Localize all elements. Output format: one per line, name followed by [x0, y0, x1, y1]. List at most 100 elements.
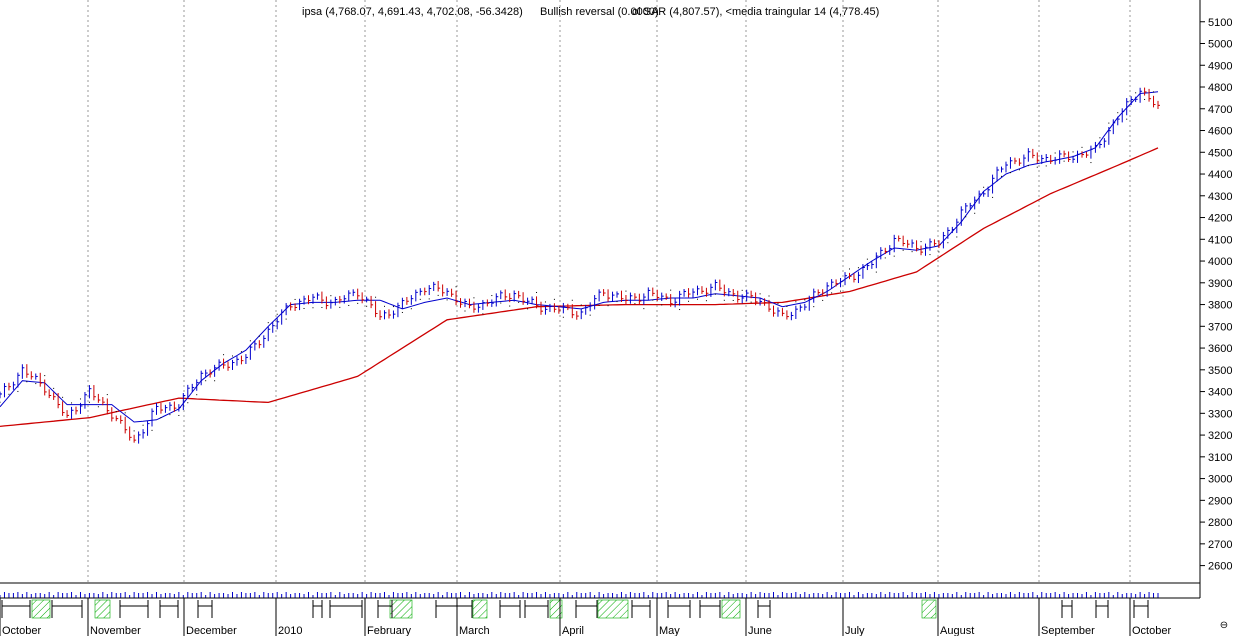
sar-dot	[983, 186, 985, 188]
sar-dot	[115, 411, 117, 413]
zoom-out-icon[interactable]: ⊖	[1219, 620, 1229, 631]
signal-bracket	[377, 600, 393, 618]
sar-dot	[401, 311, 403, 313]
y-tick-label: 4500	[1208, 147, 1232, 159]
sar-dot	[562, 316, 564, 318]
sar-dot	[392, 306, 394, 308]
y-tick-label: 4100	[1208, 234, 1232, 246]
sar-dot	[1001, 175, 1003, 177]
signal-bracket	[1095, 600, 1109, 618]
sar-dot	[464, 310, 466, 312]
sar-dot	[509, 305, 511, 307]
signal-bracket	[631, 600, 651, 618]
sar-dot	[857, 267, 859, 269]
sar-dot	[473, 297, 475, 299]
sar-dot	[750, 301, 752, 303]
sar-dot	[1009, 172, 1011, 174]
sar-dot	[866, 258, 868, 260]
sar-dot	[321, 306, 323, 308]
sar-dot	[938, 251, 940, 253]
sar-dot	[929, 254, 931, 256]
header-ipsa: ipsa (4,768.07, 4,691.43, 4,702.08, -56.…	[302, 6, 523, 18]
sar-dot	[97, 406, 99, 408]
sar-dot	[616, 301, 618, 303]
sar-dot	[375, 296, 377, 298]
sar-dot	[1063, 160, 1065, 162]
sar-dot	[160, 417, 162, 419]
sar-dot	[571, 299, 573, 301]
sar-dot	[428, 298, 430, 300]
sar-dot	[62, 396, 64, 398]
y-tick-label: 2800	[1208, 517, 1232, 529]
sar-dot	[151, 429, 153, 431]
sar-dot	[330, 295, 332, 297]
y-tick-label: 3200	[1208, 430, 1232, 442]
sar-dot	[786, 305, 788, 307]
sar-dot	[518, 301, 520, 303]
sar-dot	[634, 303, 636, 305]
sar-dot	[974, 212, 976, 214]
sar-dot	[79, 398, 81, 400]
sar-dot	[26, 381, 28, 383]
sar-dot	[911, 251, 913, 253]
sar-dot	[705, 300, 707, 302]
y-axis-ticks: 2600 2700 2800 2900 3000 3100 3200 3300 3400 3500…	[1200, 17, 1232, 573]
signal-bracket	[1061, 600, 1073, 618]
sar-dot	[410, 308, 412, 310]
y-tick-label: 3300	[1208, 408, 1232, 420]
y-tick-label: 3500	[1208, 365, 1232, 377]
sar-dot	[670, 289, 672, 291]
sar-dot	[768, 295, 770, 297]
sar-dot	[1144, 98, 1146, 100]
y-tick-label: 4000	[1208, 256, 1232, 268]
sar-dot	[589, 314, 591, 316]
y-tick-label: 4900	[1208, 60, 1232, 72]
sar-dot	[759, 293, 761, 295]
sar-dot	[822, 299, 824, 301]
sar-dot	[732, 299, 734, 301]
sar-dot	[491, 295, 493, 297]
signal-bracket	[435, 600, 473, 618]
sar-dot	[696, 298, 698, 300]
sar-dot	[53, 387, 55, 389]
sar-dot	[777, 302, 779, 304]
header-sar: ol SAR (4,807.57), <media traingular 14 …	[632, 6, 879, 18]
x-month-label: September	[1041, 625, 1095, 636]
x-month-label: April	[562, 625, 584, 636]
y-tick-label: 3100	[1208, 452, 1232, 464]
sar-dot	[1054, 152, 1056, 154]
y-tick-label: 2900	[1208, 495, 1232, 507]
sar-dot	[205, 380, 207, 382]
y-tick-label: 3700	[1208, 321, 1232, 333]
sar-dot	[124, 412, 126, 414]
gridlines	[87, 0, 1131, 583]
sar-dot	[544, 301, 546, 303]
sar-dot	[1018, 169, 1020, 171]
sar-dot	[17, 390, 19, 392]
signal-bracket	[159, 600, 179, 618]
y-tick-label: 4800	[1208, 82, 1232, 94]
x-month-label: December	[186, 625, 237, 636]
x-month-label: March	[459, 625, 490, 636]
sar-dot	[875, 271, 877, 273]
sar-dot	[35, 383, 37, 385]
y-tick-label: 2600	[1208, 561, 1232, 573]
header-overlay: Bullish reversal (0.0000)	[540, 6, 659, 18]
sar-dot	[1153, 91, 1155, 93]
sar-dot	[1108, 122, 1110, 124]
y-tick-label: 5000	[1208, 39, 1232, 51]
sar-dot	[482, 313, 484, 315]
y-tick-label: 3900	[1208, 278, 1232, 290]
sar-dot	[8, 393, 10, 395]
sar-dot	[652, 299, 654, 301]
sar-dot	[1135, 92, 1137, 94]
sar-dot	[1126, 118, 1128, 120]
sar-dot	[723, 299, 725, 301]
sar-dot	[446, 299, 448, 301]
signal-bracket	[575, 600, 598, 618]
y-tick-label: 2700	[1208, 539, 1232, 551]
sar-dot	[607, 305, 609, 307]
sar-dot	[437, 294, 439, 296]
